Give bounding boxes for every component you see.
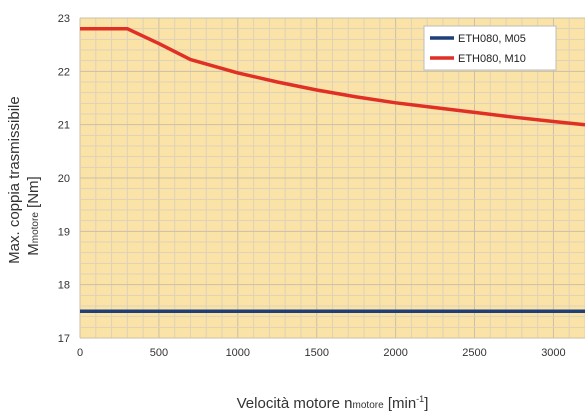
y-axis-title-line2-unit: [Nm] bbox=[25, 176, 42, 212]
x-tick-label: 1500 bbox=[304, 347, 328, 359]
x-axis-title-unit-prefix: [min bbox=[384, 395, 417, 412]
x-tick-label: 2000 bbox=[383, 347, 407, 359]
y-tick-label: 22 bbox=[58, 66, 70, 78]
grid bbox=[79, 17, 585, 339]
y-tick-label: 19 bbox=[58, 226, 70, 238]
x-tick-label: 2500 bbox=[462, 347, 486, 359]
x-tick-label: 0 bbox=[77, 347, 83, 359]
y-axis-title: Max. coppia trasmissibile Mmotore [Nm] bbox=[6, 92, 42, 264]
x-axis-title: Velocità motore nmotore [min-1] bbox=[237, 394, 429, 412]
x-axis-title-sub: motore bbox=[353, 400, 385, 411]
y-tick-label: 21 bbox=[58, 120, 70, 132]
y-tick-label: 20 bbox=[58, 173, 70, 185]
x-axis-ticks: 0 500 1000 1500 2000 2500 3000 bbox=[77, 347, 566, 359]
x-axis-title-unit-suffix: ] bbox=[424, 395, 428, 412]
y-axis-ticks: 17 18 19 20 21 22 23 bbox=[58, 13, 70, 345]
y-axis-title-line1: Max. coppia trasmissibile bbox=[6, 96, 23, 264]
series-line-2 bbox=[80, 26, 585, 127]
legend-box bbox=[423, 25, 557, 71]
x-tick-label: 500 bbox=[150, 347, 168, 359]
legend-label: ETH080, M05 bbox=[458, 33, 526, 45]
y-axis-title-line2-sub: motore bbox=[30, 212, 41, 244]
y-axis-title-line2-main: M bbox=[25, 243, 42, 256]
y-tick-label: 23 bbox=[58, 13, 70, 25]
legend-label: ETH080, M10 bbox=[458, 53, 526, 65]
x-axis-title-main: Velocità motore n bbox=[237, 395, 353, 412]
y-tick-label: 17 bbox=[58, 333, 70, 345]
y-tick-label: 18 bbox=[58, 280, 70, 292]
series-layer bbox=[80, 26, 585, 314]
legend: ETH080, M05 ETH080, M10 bbox=[423, 25, 557, 71]
x-axis-title-unit-sup: -1 bbox=[416, 394, 424, 404]
x-tick-label: 1000 bbox=[226, 347, 250, 359]
x-tick-label: 3000 bbox=[541, 347, 565, 359]
